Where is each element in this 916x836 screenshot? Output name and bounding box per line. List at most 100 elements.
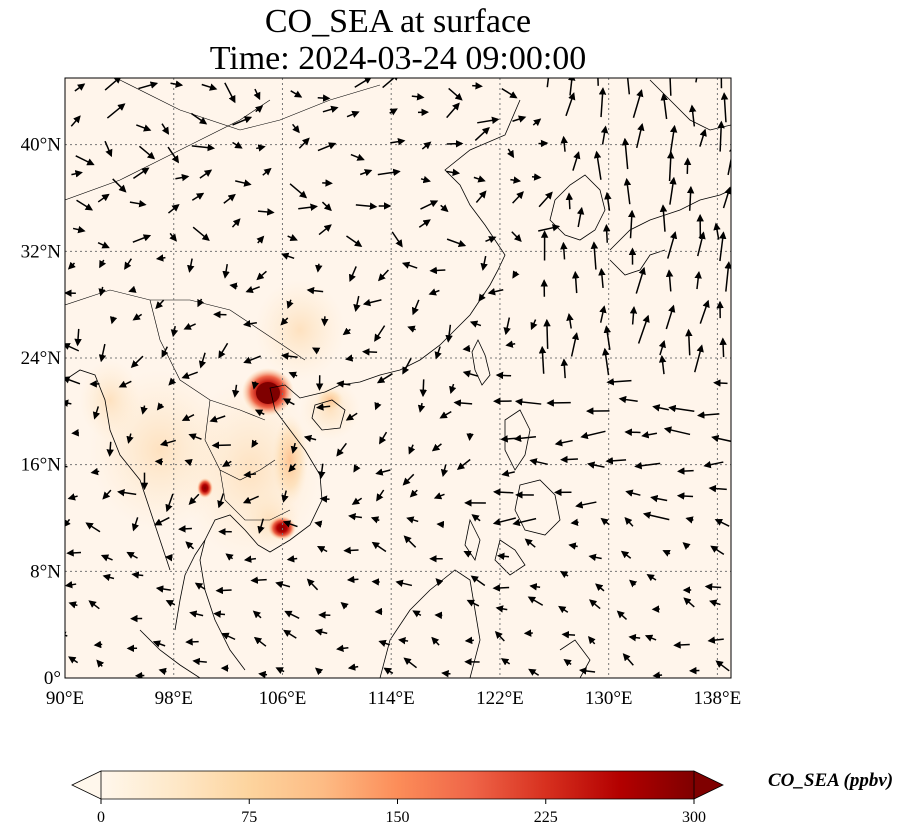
wind-arrow [229, 282, 238, 290]
wind-arrow [288, 463, 297, 473]
wind-arrow [601, 347, 610, 376]
wind-arrow [342, 327, 351, 336]
wind-arrow [696, 411, 720, 419]
wind-arrow [500, 658, 511, 666]
wind-arrow [190, 112, 208, 125]
wind-arrow [131, 517, 139, 532]
wind-arrow [96, 659, 105, 668]
wind-arrow [362, 298, 382, 307]
wind-arrow [318, 224, 332, 236]
wind-arrow [188, 433, 202, 441]
wind-arrow [102, 489, 112, 500]
wind-arrow [722, 186, 731, 209]
wind-arrow [311, 347, 321, 355]
wind-arrow [477, 116, 500, 125]
wind-arrow [181, 371, 198, 380]
wind-arrow [282, 520, 298, 528]
wind-arrow [281, 252, 295, 260]
wind-arrow [606, 378, 632, 386]
wind-arrow [411, 299, 420, 316]
wind-arrow [485, 236, 497, 244]
colorbar-gradient [101, 771, 694, 799]
wind-arrow [321, 201, 332, 212]
wind-arrow [68, 656, 79, 664]
wind-arrow [213, 610, 226, 618]
wind-arrow [155, 254, 166, 262]
colorbar-ticks: 0 75 150 225 300 [97, 799, 706, 826]
wind-arrow [283, 629, 297, 639]
wind-arrow [183, 322, 196, 330]
wind-arrow [593, 150, 602, 180]
wind-arrow [463, 551, 472, 558]
wind-arrow [512, 115, 527, 123]
wind-arrow [699, 128, 707, 147]
wind-arrow [720, 92, 729, 123]
wind-arrow [98, 286, 106, 297]
wind-arrow [383, 667, 394, 675]
wind-arrow [336, 380, 351, 388]
chart-subtitle: Time: 2024-03-24 09:00:00 [209, 40, 587, 77]
wind-arrow [378, 639, 391, 647]
wind-arrow [353, 464, 361, 473]
wind-arrow [624, 428, 641, 436]
wind-arrow [126, 551, 138, 559]
wind-arrow [646, 574, 657, 582]
wind-arrow [666, 150, 675, 182]
wind-arrow [605, 457, 627, 465]
wind-arrow [255, 105, 264, 113]
wind-arrow [243, 355, 261, 364]
wind-arrow [496, 552, 510, 561]
wind-arrow [281, 490, 289, 503]
wind-arrow [275, 580, 291, 589]
wind-arrow [140, 405, 148, 415]
wind-arrow [161, 123, 170, 135]
wind-arrow [224, 82, 236, 104]
wind-arrow [286, 299, 294, 309]
wind-arrow [402, 473, 415, 486]
wind-arrow [348, 512, 362, 521]
wind-arrow [401, 261, 418, 269]
wind-arrow [715, 660, 730, 672]
wind-arrow [377, 269, 389, 282]
wind-arrow [487, 288, 504, 296]
wind-arrow [317, 142, 337, 152]
wind-arrow [74, 328, 82, 347]
wind-arrow [686, 185, 695, 211]
wind-arrow [512, 270, 520, 279]
wind-arrow [673, 641, 690, 649]
wind-arrow [314, 628, 328, 636]
wind-arrow [446, 238, 467, 248]
wind-arrow [409, 489, 418, 498]
wind-arrow [699, 299, 710, 324]
wind-arrow [620, 550, 632, 559]
wind-arrow [688, 104, 697, 127]
wind-arrow [167, 146, 180, 164]
colorbar-tick-label: 0 [97, 809, 105, 826]
wind-arrow [178, 525, 192, 533]
map-area [64, 77, 732, 679]
wind-arrow [512, 517, 537, 527]
wind-arrow [602, 223, 611, 243]
wind-arrow [538, 345, 547, 374]
wind-arrow [251, 439, 259, 448]
wind-arrow [571, 270, 580, 294]
wind-arrow [191, 192, 205, 201]
wind-arrow [624, 516, 634, 527]
colorbar-tick-label: 75 [241, 809, 257, 826]
wind-arrow [345, 412, 358, 421]
wind-arrow [314, 667, 324, 676]
wind-arrow [106, 441, 114, 457]
wind-arrow [431, 443, 442, 452]
wind-arrow [245, 286, 260, 294]
wind-arrow [154, 516, 170, 526]
wind-arrow [600, 517, 610, 526]
wind-arrow [528, 668, 540, 676]
wind-arrow [717, 120, 725, 152]
wind-arrow [676, 492, 694, 500]
y-tick-label: 8°N [30, 561, 61, 582]
x-tick-label: 98°E [155, 688, 193, 709]
wind-arrow [506, 148, 515, 159]
wind-arrow [598, 87, 607, 118]
wind-arrow [658, 354, 667, 375]
wind-arrow [165, 493, 174, 513]
